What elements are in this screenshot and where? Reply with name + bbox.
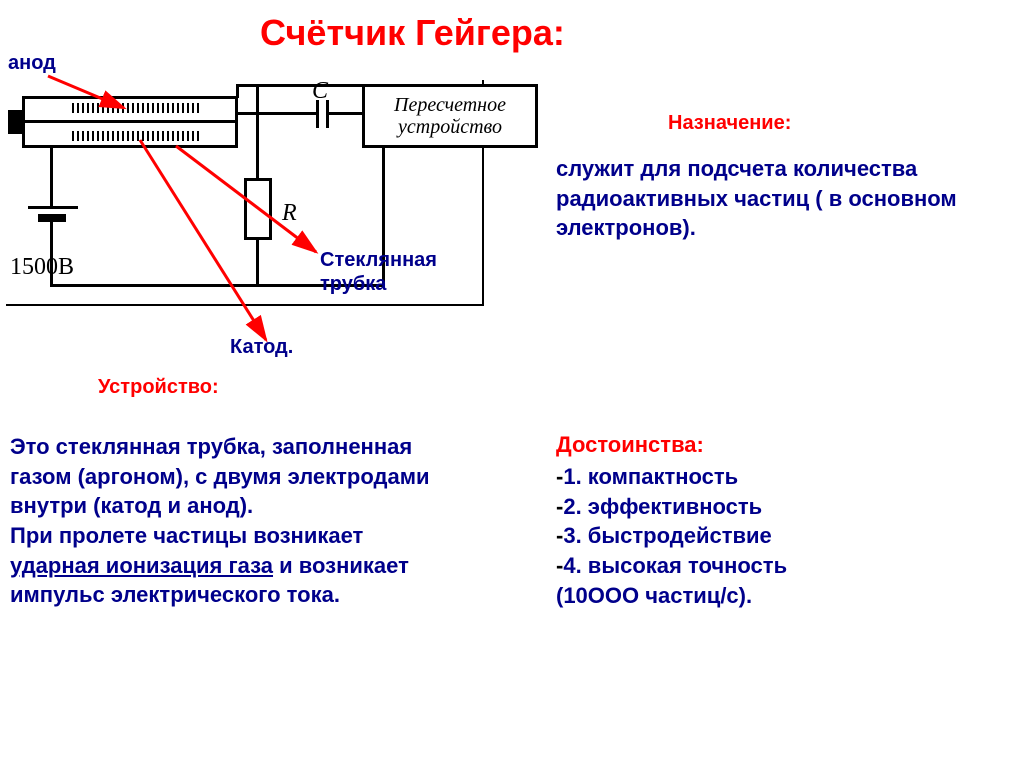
glass-tube-label: Стеклянная трубка	[320, 248, 437, 296]
construction-text: Это стеклянная трубка, заполненная газом…	[10, 432, 520, 610]
tube-cap	[8, 110, 22, 134]
wire	[256, 238, 259, 286]
purpose-heading: Назначение:	[668, 112, 791, 135]
capacitor-label: C	[312, 78, 328, 105]
advantages-list: -1. компактность -2. эффективность -3. б…	[556, 462, 787, 610]
voltage-label: 1500В	[10, 254, 74, 281]
purpose-text: служит для подсчета количества радиоакти…	[556, 154, 1016, 243]
cathode-label: Катод.	[230, 336, 293, 359]
battery-minus	[38, 214, 66, 222]
anode-wire	[22, 120, 238, 123]
wire	[256, 85, 259, 179]
wire	[238, 112, 318, 115]
construction-heading: Устройство:	[98, 376, 219, 399]
wire	[50, 148, 53, 208]
cathode-plate-top	[72, 103, 202, 113]
device-text: устройство	[398, 116, 502, 138]
page-title: Счётчик Гейгера:	[260, 12, 565, 54]
counter-device: Пересчетное устройство	[362, 84, 538, 148]
resistor-label: R	[282, 200, 297, 227]
wire	[328, 112, 364, 115]
device-text: Пересчетное	[394, 94, 506, 116]
anode-label: анод	[8, 52, 56, 75]
advantages-heading: Достоинства:	[556, 432, 704, 458]
resistor	[244, 178, 272, 240]
battery-plus	[28, 206, 78, 209]
cathode-plate-bottom	[72, 131, 202, 141]
